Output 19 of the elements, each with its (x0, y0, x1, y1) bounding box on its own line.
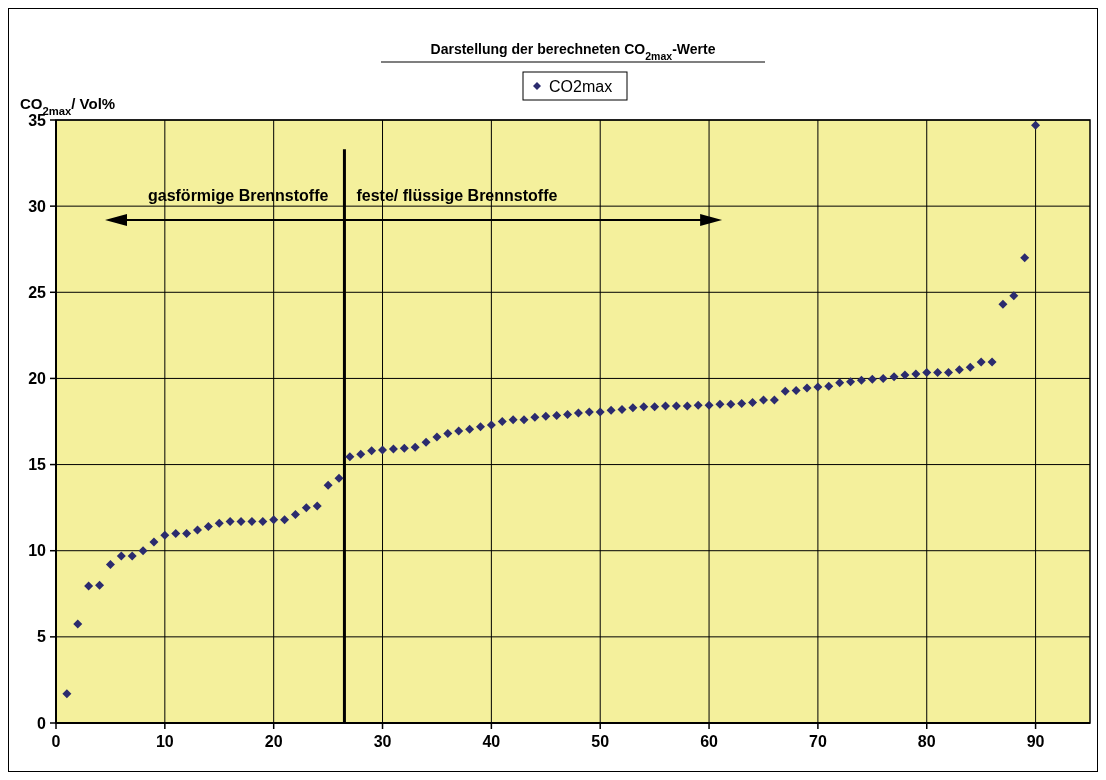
chart-title: Darstellung der berechneten CO$_{2max}$-Werte (430, 41, 716, 62)
legend-label: CO2max (549, 77, 613, 95)
x-tick-label: 10 (155, 733, 174, 750)
x-tick-label: 50 (591, 733, 610, 750)
y-tick-label: 0 (37, 714, 47, 732)
x-tick-label: 60 (700, 733, 719, 750)
y-tick-label: 15 (28, 456, 47, 474)
y-tick-label: 25 (28, 283, 47, 301)
y-tick-label: 20 (28, 370, 47, 388)
x-tick-label: 0 (51, 733, 61, 750)
x-tick-label: 90 (1026, 733, 1045, 750)
y-tick-label: 10 (28, 542, 47, 560)
x-tick-label: 30 (373, 733, 392, 750)
x-tick-label: 20 (264, 733, 283, 750)
y-tick-label: 5 (37, 628, 47, 646)
x-tick-label: 70 (809, 733, 827, 750)
x-tick-label: 40 (482, 733, 501, 750)
x-tick-label: 80 (917, 733, 936, 750)
y-tick-label: 30 (28, 197, 47, 215)
